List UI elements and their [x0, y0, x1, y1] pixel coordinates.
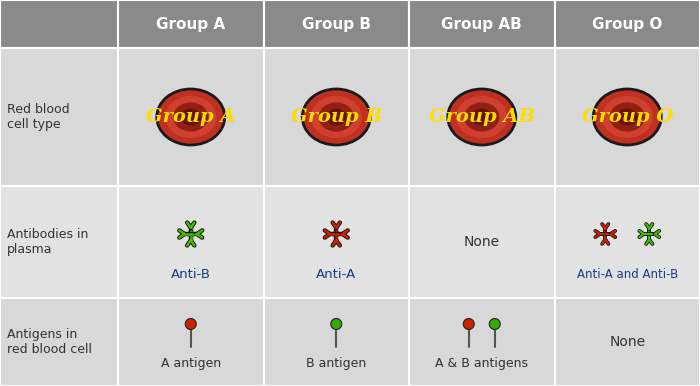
- Ellipse shape: [602, 96, 652, 138]
- Ellipse shape: [464, 102, 499, 132]
- Text: Group B: Group B: [290, 108, 382, 126]
- Text: Group A: Group A: [156, 17, 225, 32]
- Bar: [118, 186, 263, 298]
- Ellipse shape: [456, 96, 508, 138]
- Ellipse shape: [610, 102, 645, 132]
- Ellipse shape: [157, 89, 225, 145]
- Circle shape: [330, 318, 342, 330]
- Text: Group O: Group O: [592, 17, 662, 32]
- Circle shape: [489, 318, 500, 330]
- Bar: [554, 48, 700, 186]
- Ellipse shape: [617, 108, 638, 125]
- Ellipse shape: [448, 89, 516, 145]
- Text: None: None: [609, 335, 645, 349]
- Bar: [118, 48, 263, 186]
- Bar: [409, 186, 554, 298]
- Text: Antibodies in
plasma: Antibodies in plasma: [7, 228, 88, 256]
- Ellipse shape: [318, 102, 354, 132]
- Text: Antigens in
red blood cell: Antigens in red blood cell: [7, 328, 92, 356]
- Ellipse shape: [472, 108, 492, 125]
- Bar: [554, 298, 700, 386]
- Text: Anti-A and Anti-B: Anti-A and Anti-B: [577, 267, 678, 281]
- Text: Group O: Group O: [582, 108, 673, 126]
- Bar: [409, 298, 554, 386]
- Text: Group A: Group A: [146, 108, 235, 126]
- Bar: [0, 186, 118, 298]
- Bar: [409, 48, 554, 186]
- Bar: [0, 298, 118, 386]
- Bar: [554, 0, 700, 48]
- Ellipse shape: [326, 108, 346, 125]
- Text: A & B antigens: A & B antigens: [435, 357, 528, 370]
- Bar: [409, 0, 554, 48]
- Text: Group B: Group B: [302, 17, 371, 32]
- Circle shape: [186, 318, 196, 330]
- Bar: [0, 0, 118, 48]
- Bar: [554, 186, 700, 298]
- Bar: [0, 48, 118, 186]
- Text: Anti-A: Anti-A: [316, 267, 356, 281]
- Bar: [263, 298, 409, 386]
- Text: Group AB: Group AB: [442, 17, 522, 32]
- Text: Group AB: Group AB: [428, 108, 535, 126]
- Ellipse shape: [165, 96, 216, 138]
- Ellipse shape: [302, 89, 370, 145]
- Ellipse shape: [594, 89, 662, 145]
- Ellipse shape: [311, 96, 362, 138]
- Text: A antigen: A antigen: [161, 357, 220, 370]
- Bar: [118, 298, 263, 386]
- Bar: [118, 0, 263, 48]
- Ellipse shape: [181, 108, 201, 125]
- Text: Red blood
cell type: Red blood cell type: [7, 103, 69, 131]
- Ellipse shape: [173, 102, 209, 132]
- Bar: [263, 48, 409, 186]
- Circle shape: [463, 318, 475, 330]
- Text: Anti-B: Anti-B: [171, 267, 211, 281]
- Bar: [263, 186, 409, 298]
- Text: B antigen: B antigen: [306, 357, 366, 370]
- Text: None: None: [463, 235, 500, 249]
- Bar: [263, 0, 409, 48]
